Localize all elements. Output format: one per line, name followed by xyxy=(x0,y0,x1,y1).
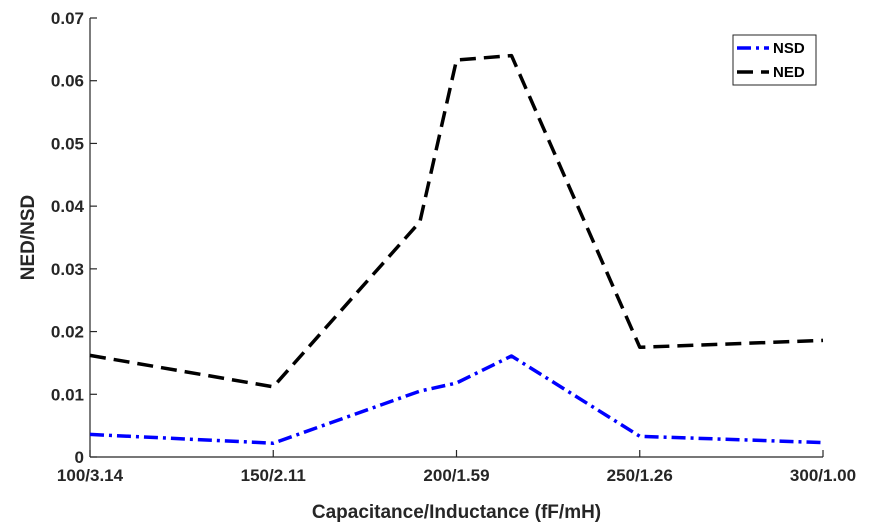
x-tick-label: 300/1.00 xyxy=(790,466,856,485)
legend-label-ned: NED xyxy=(773,64,805,81)
x-axis-label: Capacitance/Inductance (fF/mH) xyxy=(312,502,601,523)
plot-area: 100/3.14 150/2.11 200/1.59 250/1.26 300/1.00… xyxy=(51,9,856,485)
y-tick-label: 0.05 xyxy=(51,134,84,153)
legend-box xyxy=(732,34,817,86)
series-line-nsd xyxy=(89,354,824,445)
series-line-ned xyxy=(89,53,824,389)
y-tick-label: 0.04 xyxy=(51,197,85,216)
x-tick-label: 100/3.14 xyxy=(57,466,124,485)
y-axis-label: NED/NSD xyxy=(18,195,39,281)
legend-label-nsd: NSD xyxy=(773,40,805,57)
y-tick-label: 0 xyxy=(75,448,84,467)
y-tick-label: 0.06 xyxy=(51,72,84,91)
y-tick-label: 0.07 xyxy=(51,9,84,28)
series-layer xyxy=(89,53,824,445)
y-tick-label: 0.03 xyxy=(51,260,84,279)
x-tick-label: 150/2.11 xyxy=(241,466,306,485)
legend: NSD NED xyxy=(732,34,817,86)
y-tick-label: 0.01 xyxy=(51,385,84,404)
y-tick-label: 0.02 xyxy=(51,323,84,342)
x-tick-label: 200/1.59 xyxy=(423,466,489,485)
x-tick-label: 250/1.26 xyxy=(607,466,673,485)
y-ticks: 0 0.01 0.02 0.03 0.04 0.05 0.06 0.07 xyxy=(51,9,97,467)
x-ticks: 100/3.14 150/2.11 200/1.59 250/1.26 300/1.00 xyxy=(57,450,856,485)
legend-items: NSD NED xyxy=(737,40,805,81)
